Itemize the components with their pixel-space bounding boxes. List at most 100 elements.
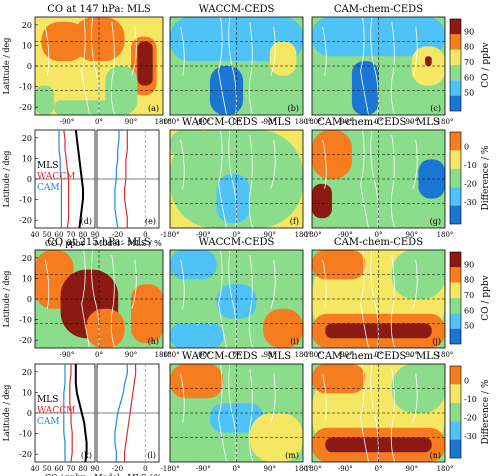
panel-label: (h)	[148, 337, 159, 346]
lon-tick-label: 90°	[125, 118, 137, 126]
lon-tick-label: 0°	[233, 351, 241, 359]
lat-tick-label: 20	[22, 254, 32, 263]
panel-title: CO at 147 hPa: MLS	[47, 4, 151, 15]
colorbar-label: Difference / %	[481, 379, 491, 444]
coastline	[390, 254, 396, 349]
map-region	[418, 159, 445, 199]
colorbar-swatch	[450, 95, 461, 111]
coastline	[180, 139, 185, 189]
lon-tick-label: 180°	[155, 118, 172, 126]
lat-tick-label: -10	[19, 316, 32, 325]
coastline	[390, 134, 396, 229]
coastlines	[322, 249, 418, 349]
colorbar-tick-label: 50	[464, 322, 474, 331]
panel-label: (j)	[432, 337, 441, 346]
lon-tick-label: 180°	[295, 465, 312, 473]
coastline	[110, 254, 116, 349]
coastline	[180, 259, 185, 309]
coastline	[412, 26, 418, 76]
colorbar-swatch	[450, 439, 461, 458]
lon-tick-label: -180°	[160, 465, 179, 473]
lon-tick-label: -90°	[196, 118, 211, 126]
colorbar-swatch	[450, 328, 461, 344]
panel-title: WACCM-CEDS - MLS	[182, 117, 291, 128]
map-frame	[311, 16, 446, 116]
colorbar-tick-label: -30	[464, 432, 477, 441]
lat-tick-label: 20	[22, 368, 32, 377]
lat-tick-label: 10	[22, 41, 32, 50]
lon-tick-label: 0°	[375, 118, 383, 126]
panel-title: WACCM-CEDS	[199, 237, 275, 248]
coastline	[218, 129, 227, 229]
colorbar-label: CO / ppbv	[481, 41, 491, 87]
x-axis-label: Model - MLS / %	[94, 239, 162, 248]
colorbar-tick-label: -10	[464, 161, 477, 170]
map-region	[269, 41, 297, 76]
map-region	[35, 85, 55, 115]
lat-tick-label: 10	[22, 154, 32, 163]
colorbar-tick-label: 0	[464, 377, 469, 386]
coastline	[248, 21, 254, 116]
coastline	[180, 26, 185, 76]
lon-tick-label: 0°	[95, 351, 103, 359]
coastline	[248, 368, 254, 463]
series-line-waccm	[124, 130, 128, 228]
x-tick-label: 40	[31, 231, 40, 239]
colorbar-tick-label: -10	[464, 395, 477, 404]
x-axis-label: Model - MLS / %	[94, 473, 162, 476]
coastline	[218, 16, 227, 116]
x-tick-label: -20	[112, 231, 123, 239]
colorbar-swatch	[450, 49, 461, 65]
x-tick-label: 40	[31, 465, 40, 473]
x-tick-label: 90	[91, 465, 100, 473]
colorbar-frame	[449, 365, 462, 459]
colorbar-tick-label: 0	[464, 143, 469, 152]
colorbar-tick-label: 50	[464, 89, 474, 98]
map-region	[216, 174, 250, 224]
lon-tick-label: 180°	[437, 118, 454, 126]
x-axis-label: CO / ppbv	[45, 473, 86, 476]
colorbar-tick-label: -20	[464, 180, 477, 189]
map-frame	[169, 363, 304, 463]
coastline	[360, 16, 369, 116]
colorbar-swatch	[450, 298, 461, 314]
lon-tick-label: -90°	[60, 351, 75, 359]
lon-tick-label: 90°	[264, 351, 276, 359]
x-tick-label: 50	[43, 231, 52, 239]
lon-tick-label: 90°	[264, 465, 276, 473]
lon-tick-label: 180°	[437, 351, 454, 359]
legend-entry: MLS	[37, 395, 58, 405]
map-region	[312, 250, 366, 280]
x-tick-label: 70	[67, 231, 76, 239]
coastline	[412, 259, 418, 309]
map-region	[312, 364, 366, 394]
series-line-mls	[74, 129, 84, 229]
colorbar-swatch	[450, 65, 461, 81]
panel-label: (n)	[430, 451, 441, 460]
coastline	[131, 26, 137, 76]
lon-tick-label: 90°	[406, 231, 418, 239]
map-frame	[311, 249, 446, 349]
lon-tick-label: 0°	[233, 465, 241, 473]
panel-title: WACCM-CEDS - MLS	[182, 351, 291, 362]
colorbar-tick-label: 90	[464, 27, 474, 36]
lon-tick-label: -180°	[160, 351, 179, 359]
map-region	[243, 75, 290, 115]
x-tick-label: 80	[79, 231, 88, 239]
series-line-waccm	[124, 364, 137, 462]
coastline	[322, 139, 327, 189]
x-tick-label: 0	[143, 231, 147, 239]
colorbar-swatch	[450, 19, 461, 35]
lon-tick-label: 180°	[437, 231, 454, 239]
coastline	[270, 26, 276, 76]
coastline	[44, 26, 50, 76]
panel-title: CAM-chem-CEDS - MLS	[317, 351, 440, 362]
coastline	[360, 249, 369, 349]
coastline	[131, 259, 137, 309]
lon-tick-label: -180°	[160, 231, 179, 239]
map-region	[105, 250, 163, 270]
panel-label: (i)	[290, 337, 299, 346]
colorbar-tick-label: 70	[464, 58, 474, 67]
